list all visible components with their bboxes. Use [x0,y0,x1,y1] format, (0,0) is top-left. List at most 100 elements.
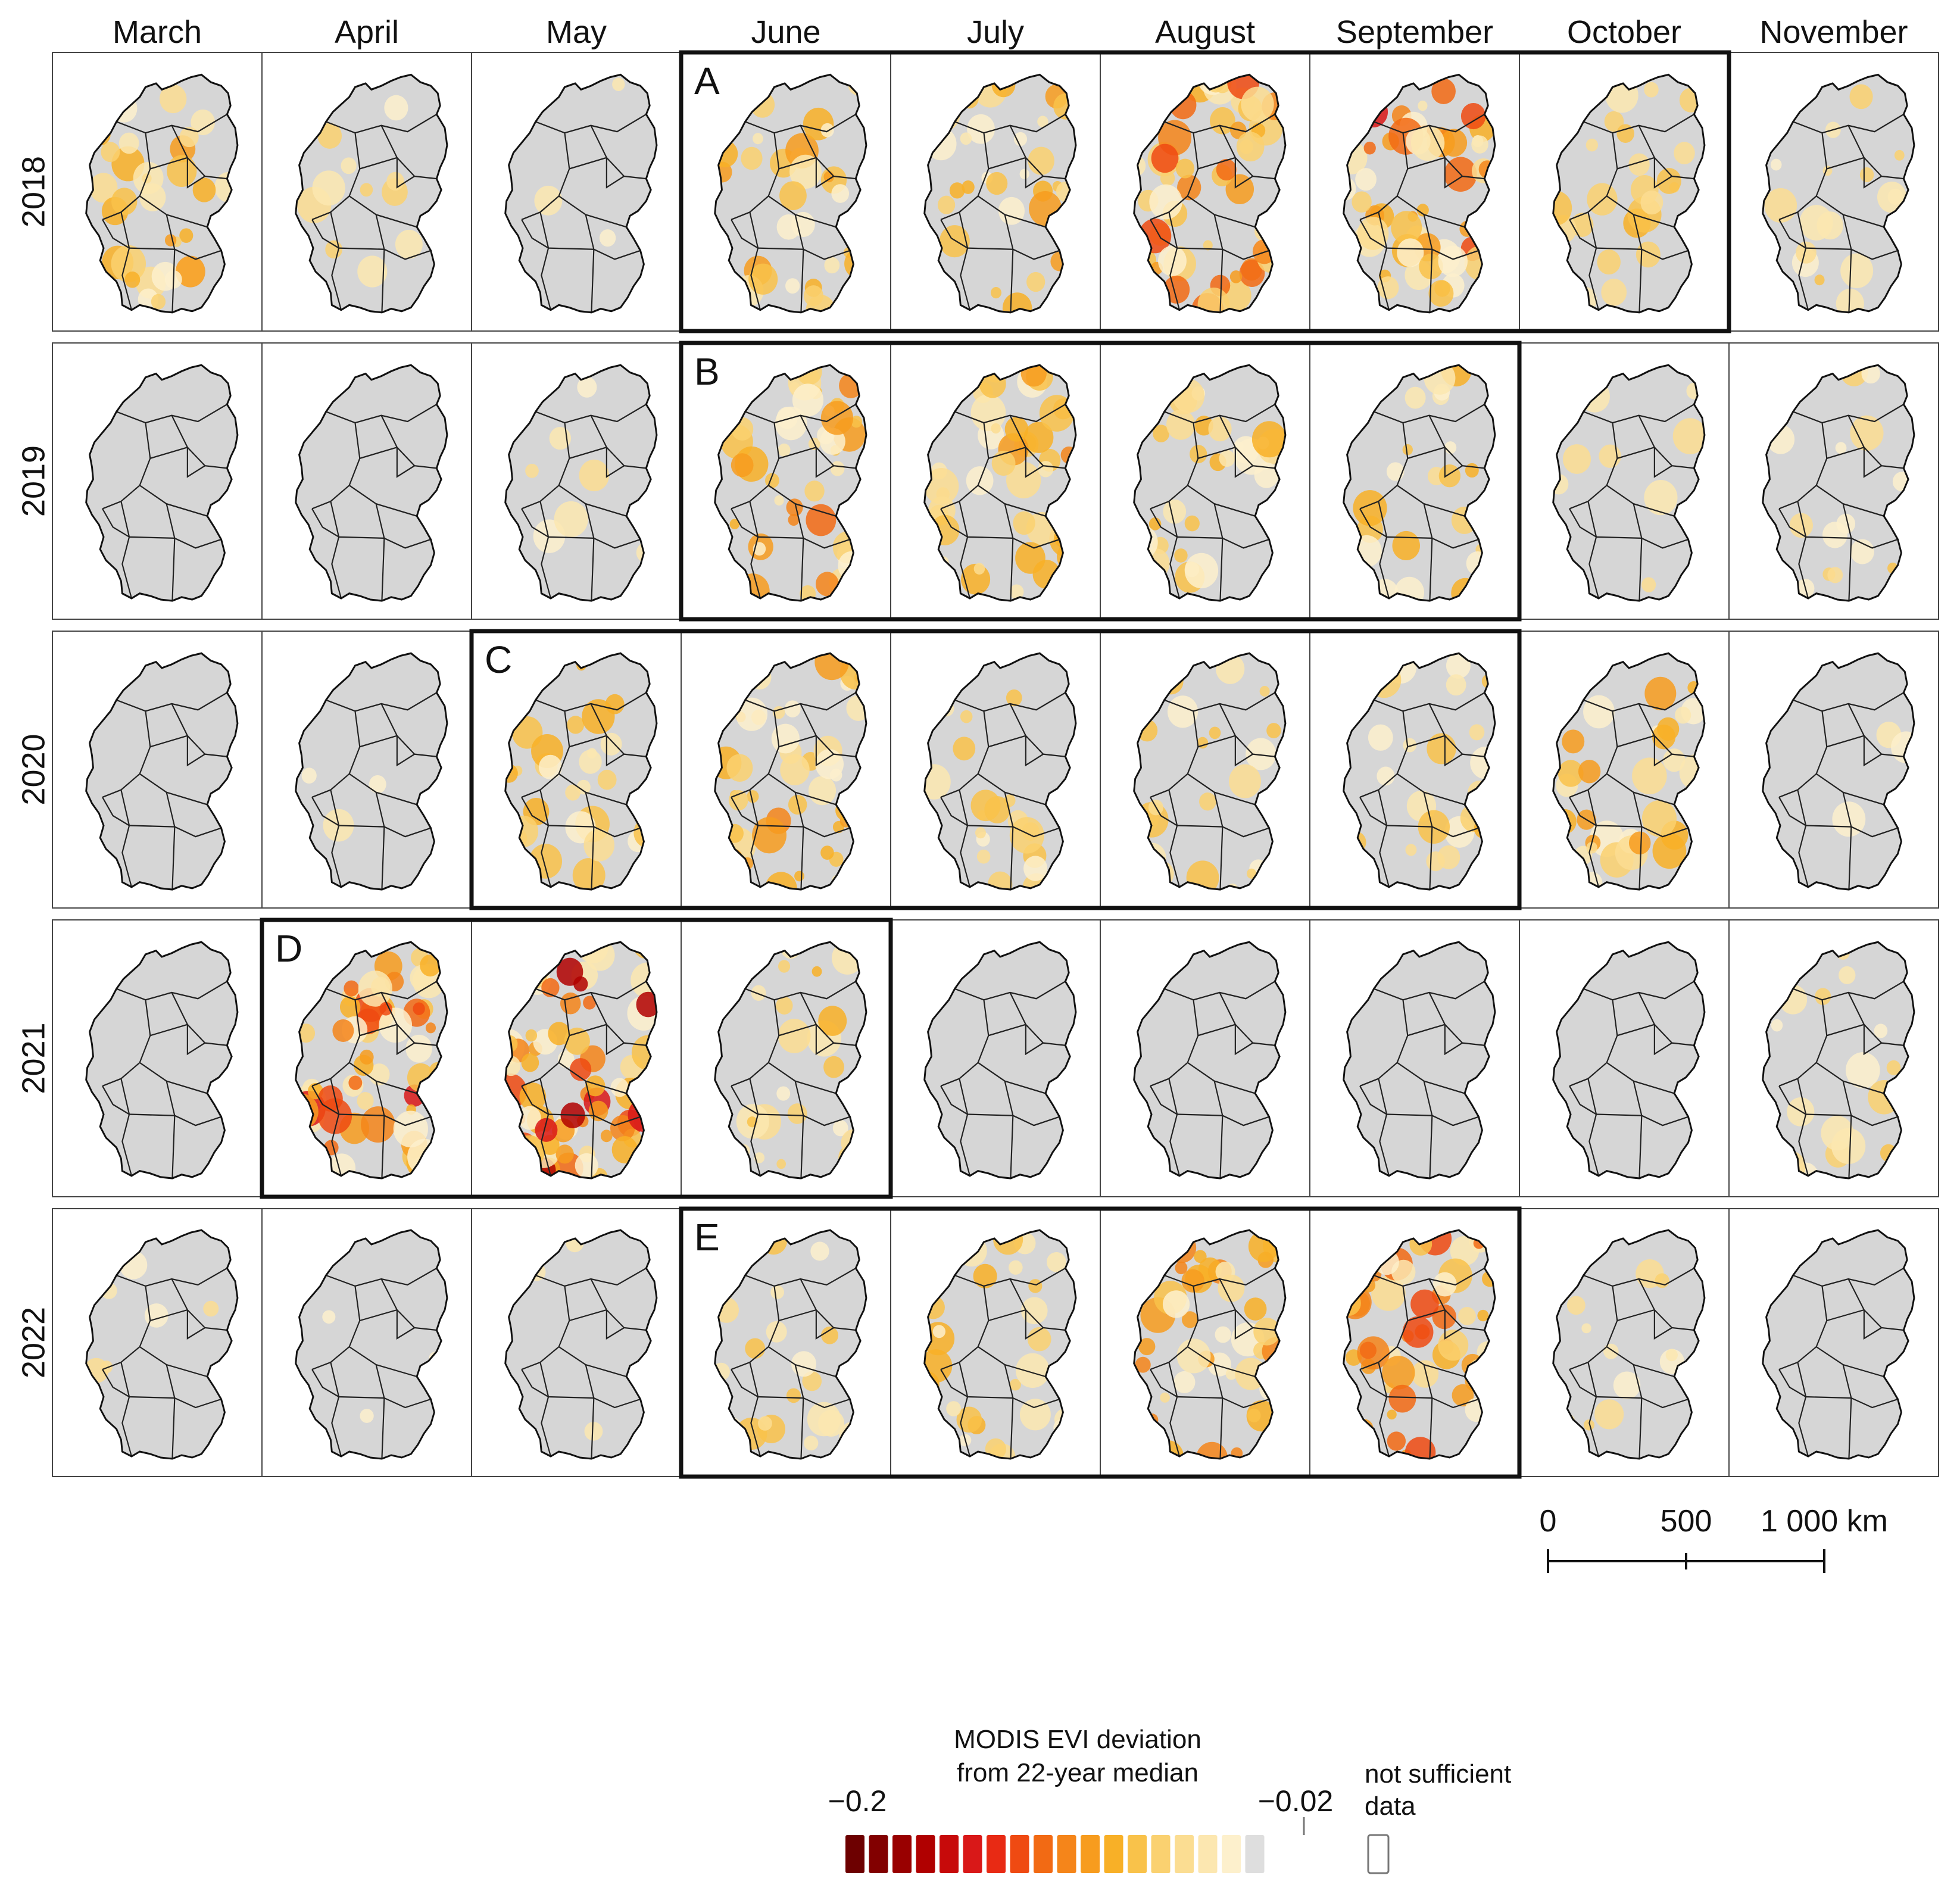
state-border [1583,1268,1694,1287]
state-border [1633,1081,1689,1127]
anomaly-patch [1246,868,1257,879]
anomaly-patch [1886,1060,1901,1075]
state-border [1826,1309,1865,1322]
state-border [1638,826,1643,890]
anomaly-patch [1009,1378,1021,1391]
state-border [1444,447,1463,478]
state-border [1150,797,1178,826]
month-header-april: April [335,14,399,50]
anomaly-patch [584,1422,603,1441]
state-border [116,114,227,134]
month-header-september: September [1336,14,1493,50]
anomaly-patch [771,723,800,754]
anomaly-patch [1006,689,1022,707]
anomaly-patch [787,1103,807,1124]
anomaly-patch [1013,132,1028,146]
state-border [1842,792,1898,838]
state-border [967,825,1013,828]
state-border [139,195,208,228]
state-border [1863,447,1882,478]
state-border [1219,538,1224,601]
state-border [1806,536,1852,539]
anomaly-patch [1458,1307,1476,1325]
anomaly-patch [821,1327,839,1344]
state-border [186,447,205,478]
state-border [1638,1115,1643,1179]
state-border [1569,133,1618,220]
state-border [120,501,133,599]
anomaly-patch [1151,143,1179,173]
anomaly-patch [1428,280,1454,307]
anomaly-patch [1613,1371,1641,1399]
state-border [590,415,647,469]
state-border [1638,992,1694,1046]
state-border [120,1362,133,1457]
state-border [396,157,415,189]
germany-map [85,941,239,1179]
state-border [768,773,837,806]
anomaly-patch [778,960,791,973]
state-border [1863,1024,1882,1056]
anomaly-patch [164,234,177,246]
state-border [1168,212,1181,310]
map-panel-2021-november [1728,919,1939,1197]
state-border [967,1113,1013,1116]
state-border [186,1310,205,1340]
state-border [978,773,1046,806]
anomaly-patch [973,1263,997,1288]
anomaly-patch [1046,1252,1066,1272]
anomaly-patch [1019,168,1029,179]
state-border [988,1023,1026,1037]
anomaly-patch [565,784,580,801]
legend-swatches [845,1835,1265,1873]
anomaly-patch [779,181,807,210]
germany-map [1343,941,1496,1179]
state-border [1010,1397,1014,1459]
anomaly-patch [1796,241,1817,264]
state-border [102,508,130,538]
anomaly-patch [1656,168,1681,194]
anomaly-patch [203,1300,219,1317]
anomaly-patch [785,278,800,294]
state-border [1863,157,1882,189]
anomaly-patch [1822,522,1847,548]
anomaly-patch [1652,833,1687,869]
state-border [1848,1115,1852,1179]
state-border [1009,992,1066,1046]
state-border [1219,1115,1224,1179]
state-border [1778,219,1806,249]
state-border [1429,1115,1433,1179]
state-border [591,538,595,601]
map-panel-2020-april [261,631,472,909]
state-border [1653,1310,1672,1340]
anomaly-patch [1176,1338,1211,1374]
state-border [590,1278,647,1331]
anomaly-patch [1604,111,1624,132]
state-border [591,1115,595,1179]
anomaly-patch [1465,463,1479,478]
state-border [548,1396,594,1399]
anomaly-patch [1657,717,1680,741]
anomaly-patch [1219,450,1235,467]
anomaly-patch [425,1022,436,1034]
state-border [1219,415,1275,469]
state-border [375,1081,431,1127]
state-border [940,1369,968,1397]
state-border [1150,1369,1178,1397]
anomaly-patch [1173,1371,1196,1393]
anomaly-patch [794,870,804,882]
state-border [1444,735,1463,767]
anomaly-patch [118,132,139,154]
anomaly-patch [534,185,563,216]
anomaly-patch [1177,174,1201,201]
anomaly-patch [1405,386,1426,409]
anomaly-patch [1674,142,1695,164]
anomaly-patch [1215,1326,1231,1343]
state-border [778,1023,817,1037]
state-border [1359,508,1387,538]
anomaly-patch [572,858,606,890]
anomaly-patch [413,1002,425,1015]
anomaly-patch [729,519,740,530]
anomaly-patch [1355,168,1377,191]
anomaly-patch [1229,270,1243,283]
